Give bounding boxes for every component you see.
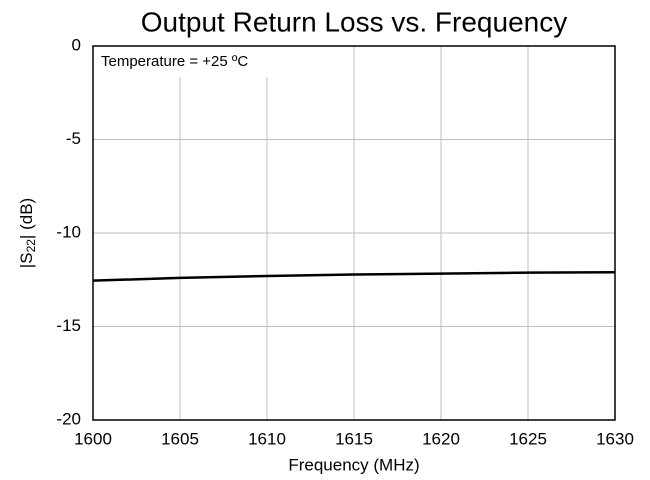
y-axis-label-prefix: |S bbox=[17, 252, 36, 268]
y-tick-label: -20 bbox=[56, 409, 81, 428]
x-tick-label: 1605 bbox=[161, 429, 199, 448]
y-tick-label: 0 bbox=[72, 35, 81, 54]
x-tick-label: 1600 bbox=[74, 429, 112, 448]
y-axis-label-suffix: | (dB) bbox=[17, 198, 36, 239]
x-tick-label: 1615 bbox=[335, 429, 373, 448]
data-line bbox=[92, 271, 616, 282]
y-tick-label: -15 bbox=[56, 316, 81, 335]
annotation-box bbox=[94, 47, 280, 77]
x-tick-label: 1610 bbox=[248, 429, 286, 448]
annotation: Temperature = +25 ºC bbox=[101, 53, 248, 70]
plot-frame bbox=[92, 45, 616, 421]
y-tick-label: -5 bbox=[66, 129, 81, 148]
y-tick-label: -10 bbox=[56, 222, 81, 241]
chart-title: Output Return Loss vs. Frequency bbox=[141, 6, 567, 37]
x-axis-label: Frequency (MHz) bbox=[288, 455, 419, 474]
y-axis-label: |S22| (dB) bbox=[17, 198, 38, 268]
x-tick-label: 1620 bbox=[422, 429, 460, 448]
x-tick-label: 1625 bbox=[509, 429, 547, 448]
x-tick-label: 1630 bbox=[596, 429, 634, 448]
y-axis-label-sub: 22 bbox=[24, 239, 38, 253]
